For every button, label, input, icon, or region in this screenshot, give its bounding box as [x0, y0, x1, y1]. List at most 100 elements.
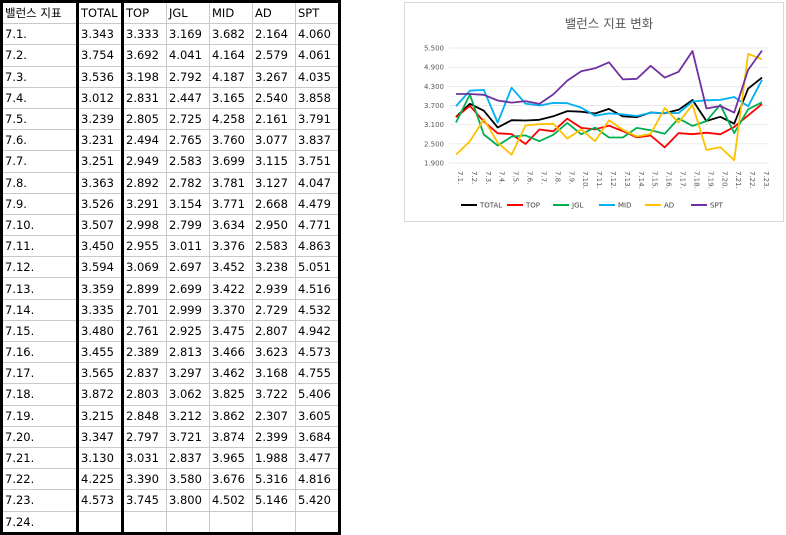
value-cell[interactable]: 2.792 — [166, 65, 210, 88]
series-line-total[interactable] — [455, 76, 763, 129]
value-cell[interactable]: 3.872 — [77, 383, 124, 406]
value-cell[interactable]: 2.782 — [166, 171, 210, 194]
value-cell[interactable]: 2.831 — [122, 86, 167, 109]
value-cell[interactable]: 3.069 — [122, 256, 167, 279]
value-cell[interactable]: 3.238 — [252, 256, 296, 279]
value-cell[interactable]: 2.998 — [122, 213, 167, 237]
value-cell[interactable]: 2.161 — [252, 107, 296, 131]
value-cell[interactable]: 3.390 — [122, 468, 167, 491]
value-cell[interactable]: 2.805 — [122, 107, 167, 131]
series-line-top[interactable] — [455, 103, 763, 149]
value-cell[interactable]: 3.475 — [209, 319, 253, 343]
date-cell[interactable]: 7.1. — [1, 23, 79, 46]
date-cell[interactable]: 7.14. — [1, 298, 79, 321]
header-cell[interactable]: TOP — [122, 0, 167, 25]
date-cell[interactable]: 7.3. — [1, 65, 79, 88]
value-cell[interactable]: 3.154 — [166, 192, 210, 215]
value-cell[interactable]: 4.060 — [295, 23, 340, 46]
value-cell[interactable]: 3.031 — [122, 446, 167, 470]
value-cell[interactable]: 2.699 — [166, 277, 210, 300]
value-cell[interactable]: 2.797 — [122, 425, 167, 448]
value-cell[interactable]: 3.077 — [252, 129, 296, 152]
value-cell[interactable]: 3.198 — [122, 65, 167, 88]
value-cell[interactable]: 3.169 — [166, 23, 210, 46]
date-cell[interactable]: 7.22. — [1, 468, 79, 491]
value-cell[interactable]: 3.251 — [77, 150, 124, 173]
value-cell[interactable]: 2.583 — [166, 150, 210, 173]
value-cell[interactable]: 4.755 — [295, 362, 340, 385]
value-cell[interactable]: 2.837 — [166, 446, 210, 470]
header-cell[interactable]: 밸런스 지표 — [1, 0, 79, 25]
value-cell[interactable]: 2.999 — [166, 298, 210, 321]
value-cell[interactable]: 3.605 — [295, 404, 340, 427]
value-cell[interactable]: 2.668 — [252, 192, 296, 215]
value-cell[interactable]: 4.047 — [295, 171, 340, 194]
date-cell[interactable]: 7.5. — [1, 107, 79, 131]
value-cell[interactable]: 4.479 — [295, 192, 340, 215]
value-cell[interactable] — [209, 510, 253, 534]
value-cell[interactable]: 3.874 — [209, 425, 253, 448]
value-cell[interactable]: 3.359 — [77, 277, 124, 300]
value-cell[interactable]: 3.370 — [209, 298, 253, 321]
value-cell[interactable]: 3.771 — [209, 192, 253, 215]
value-cell[interactable]: 2.925 — [166, 319, 210, 343]
value-cell[interactable]: 2.307 — [252, 404, 296, 427]
value-cell[interactable]: 3.526 — [77, 192, 124, 215]
date-cell[interactable]: 7.17. — [1, 362, 79, 385]
date-cell[interactable]: 7.11. — [1, 235, 79, 258]
value-cell[interactable] — [77, 510, 124, 534]
value-cell[interactable]: 5.420 — [295, 489, 340, 512]
header-cell[interactable]: AD — [252, 0, 296, 25]
value-cell[interactable] — [295, 510, 340, 534]
value-cell[interactable]: 3.462 — [209, 362, 253, 385]
date-cell[interactable]: 7.18. — [1, 383, 79, 406]
value-cell[interactable]: 4.502 — [209, 489, 253, 512]
date-cell[interactable]: 7.9. — [1, 192, 79, 215]
value-cell[interactable]: 3.965 — [209, 446, 253, 470]
value-cell[interactable]: 3.291 — [122, 192, 167, 215]
date-cell[interactable]: 7.23. — [1, 489, 79, 512]
value-cell[interactable]: 3.862 — [209, 404, 253, 427]
value-cell[interactable]: 4.532 — [295, 298, 340, 321]
date-cell[interactable]: 7.8. — [1, 171, 79, 194]
value-cell[interactable]: 4.187 — [209, 65, 253, 88]
value-cell[interactable]: 3.267 — [252, 65, 296, 88]
value-cell[interactable]: 5.316 — [252, 468, 296, 491]
value-cell[interactable]: 2.389 — [122, 340, 167, 364]
value-cell[interactable]: 3.676 — [209, 468, 253, 491]
value-cell[interactable]: 4.573 — [77, 489, 124, 512]
value-cell[interactable]: 2.399 — [252, 425, 296, 448]
value-cell[interactable]: 3.231 — [77, 129, 124, 152]
value-cell[interactable]: 3.825 — [209, 383, 253, 406]
date-cell[interactable]: 7.15. — [1, 319, 79, 343]
date-cell[interactable]: 7.21. — [1, 446, 79, 470]
value-cell[interactable]: 3.343 — [77, 23, 124, 46]
date-cell[interactable]: 7.19. — [1, 404, 79, 427]
value-cell[interactable]: 3.115 — [252, 150, 296, 173]
value-cell[interactable]: 3.452 — [209, 256, 253, 279]
date-cell[interactable]: 7.6. — [1, 129, 79, 152]
value-cell[interactable]: 3.130 — [77, 446, 124, 470]
value-cell[interactable]: 4.061 — [295, 44, 340, 67]
value-cell[interactable]: 3.297 — [166, 362, 210, 385]
date-cell[interactable]: 7.4. — [1, 86, 79, 109]
value-cell[interactable]: 3.239 — [77, 107, 124, 131]
value-cell[interactable]: 2.848 — [122, 404, 167, 427]
value-cell[interactable] — [122, 510, 167, 534]
header-cell[interactable]: SPT — [295, 0, 340, 25]
value-cell[interactable]: 2.494 — [122, 129, 167, 152]
value-cell[interactable]: 4.035 — [295, 65, 340, 88]
value-cell[interactable]: 3.477 — [295, 446, 340, 470]
value-cell[interactable]: 4.516 — [295, 277, 340, 300]
value-cell[interactable]: 3.333 — [122, 23, 167, 46]
header-cell[interactable]: MID — [209, 0, 253, 25]
value-cell[interactable]: 2.955 — [122, 235, 167, 258]
value-cell[interactable]: 3.062 — [166, 383, 210, 406]
date-cell[interactable]: 7.12. — [1, 256, 79, 279]
value-cell[interactable]: 3.011 — [166, 235, 210, 258]
header-cell[interactable]: TOTAL — [77, 0, 124, 25]
value-cell[interactable]: 3.335 — [77, 298, 124, 321]
value-cell[interactable]: 3.754 — [77, 44, 124, 67]
value-cell[interactable]: 2.799 — [166, 213, 210, 237]
value-cell[interactable]: 3.422 — [209, 277, 253, 300]
